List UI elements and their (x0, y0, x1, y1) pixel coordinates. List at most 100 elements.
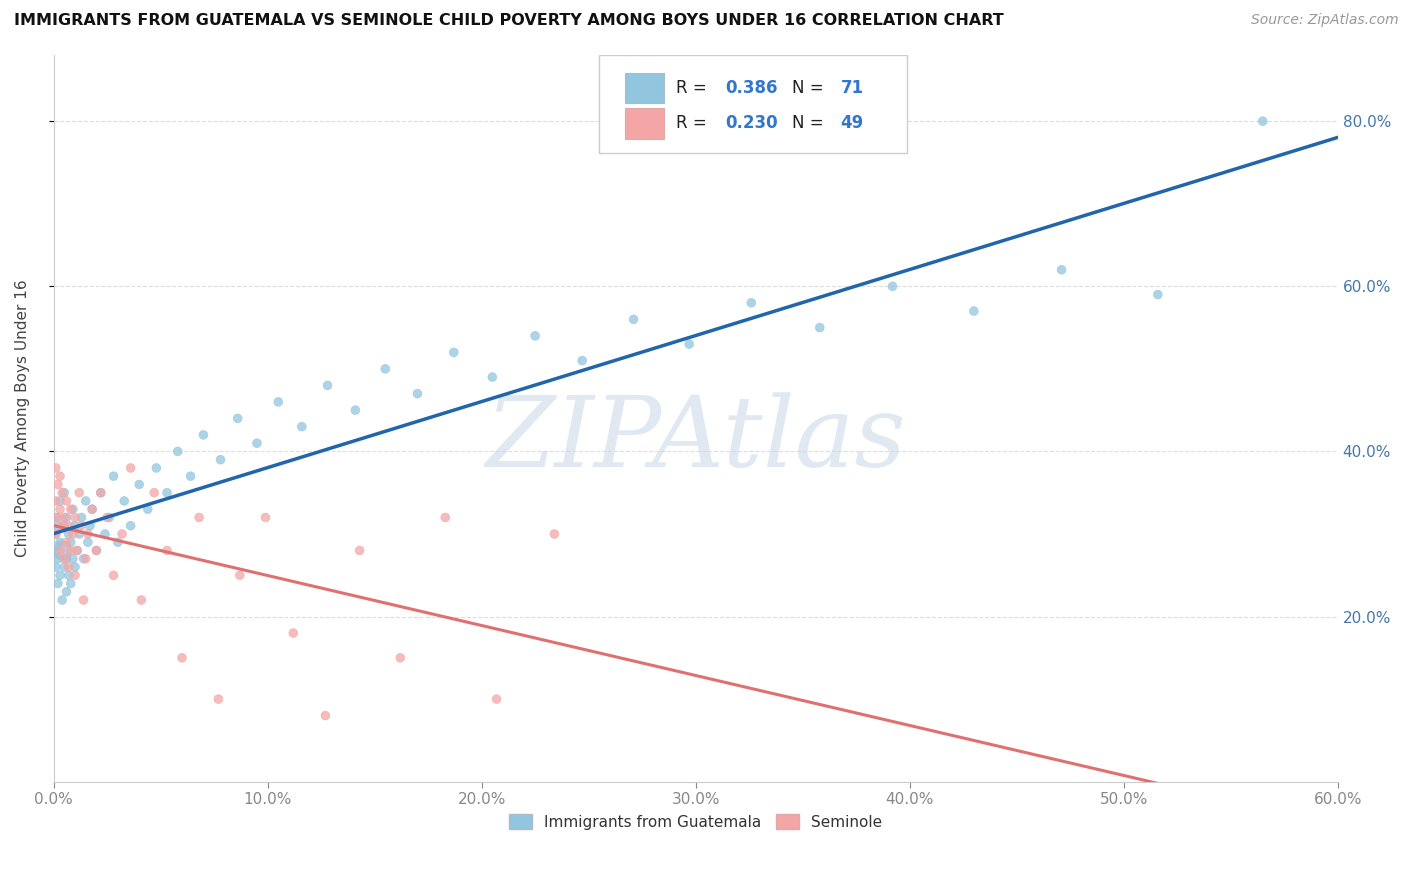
Text: 0.230: 0.230 (725, 114, 778, 132)
FancyBboxPatch shape (599, 55, 907, 153)
Point (58, 568, 80, 582)
Point (107, 535, 129, 549)
Point (166, 444, 188, 458)
Point (1147, 287, 1170, 301)
Point (882, 279, 904, 293)
Point (481, 370, 503, 384)
Point (58, 560, 80, 574)
Point (75, 551, 97, 566)
Point (59, 502, 82, 516)
Point (53, 551, 76, 566)
Point (623, 312, 645, 326)
Text: 0.386: 0.386 (725, 78, 778, 97)
Point (90, 485, 112, 500)
Point (45, 461, 67, 475)
Point (111, 527, 134, 541)
Bar (626, 108, 664, 138)
Point (314, 708, 336, 723)
Point (67, 527, 90, 541)
Point (229, 568, 252, 582)
Point (55, 494, 77, 508)
Point (53, 560, 76, 574)
Point (62, 551, 84, 566)
Point (72, 551, 94, 566)
Point (103, 568, 125, 582)
Point (59, 535, 82, 549)
Point (49, 469, 72, 483)
Point (120, 461, 142, 475)
Point (45, 527, 67, 541)
Point (316, 378, 339, 392)
Text: R =: R = (676, 114, 713, 132)
Point (156, 543, 179, 558)
Legend: Immigrants from Guatemala, Seminole: Immigrants from Guatemala, Seminole (502, 807, 889, 836)
Point (45, 510, 67, 524)
Point (128, 477, 150, 491)
Point (283, 626, 305, 640)
Point (86, 543, 108, 558)
Point (49, 494, 72, 508)
Point (46, 510, 69, 524)
Point (254, 510, 277, 524)
Point (58, 527, 80, 541)
Point (434, 510, 457, 524)
Point (72, 593, 94, 607)
Point (45, 560, 67, 574)
Point (98, 510, 121, 524)
Point (209, 452, 232, 467)
Point (46, 477, 69, 491)
Point (678, 337, 700, 351)
Point (94, 527, 117, 541)
Point (963, 304, 986, 318)
Text: IMMIGRANTS FROM GUATEMALA VS SEMINOLE CHILD POVERTY AMONG BOYS UNDER 16 CORRELAT: IMMIGRANTS FROM GUATEMALA VS SEMINOLE CH… (14, 13, 1004, 29)
Point (443, 345, 465, 359)
Point (46, 551, 69, 566)
Point (76, 527, 98, 541)
Point (63, 568, 86, 582)
Point (45, 543, 67, 558)
Point (79, 518, 101, 533)
Point (96, 510, 118, 524)
Point (51, 518, 73, 533)
Point (267, 395, 290, 409)
Point (136, 502, 159, 516)
Point (131, 593, 153, 607)
Point (156, 485, 179, 500)
Point (76, 535, 98, 549)
Point (246, 436, 269, 450)
Point (291, 419, 314, 434)
Point (170, 650, 193, 665)
Point (349, 543, 371, 558)
Point (143, 485, 166, 500)
Point (103, 469, 125, 483)
Point (51, 593, 73, 607)
Y-axis label: Child Poverty Among Boys Under 16: Child Poverty Among Boys Under 16 (15, 279, 30, 558)
Point (207, 692, 229, 706)
Point (193, 428, 215, 442)
Point (53, 485, 76, 500)
Point (55, 551, 77, 566)
Point (63, 510, 86, 524)
Point (49, 502, 72, 516)
Point (180, 469, 202, 483)
Point (120, 518, 142, 533)
Text: N =: N = (792, 78, 828, 97)
Point (344, 403, 367, 417)
Point (63, 560, 86, 574)
Point (1251, 114, 1274, 128)
Point (524, 329, 547, 343)
Point (70, 510, 93, 524)
Point (75, 494, 97, 508)
Text: 71: 71 (841, 78, 863, 97)
Point (571, 353, 593, 368)
Point (145, 461, 167, 475)
Point (51, 543, 73, 558)
Text: R =: R = (676, 78, 713, 97)
Point (70, 518, 93, 533)
Point (55, 535, 77, 549)
Point (740, 295, 762, 310)
Point (66, 543, 89, 558)
Text: N =: N = (792, 114, 828, 132)
Point (63, 518, 86, 533)
Point (62, 527, 84, 541)
